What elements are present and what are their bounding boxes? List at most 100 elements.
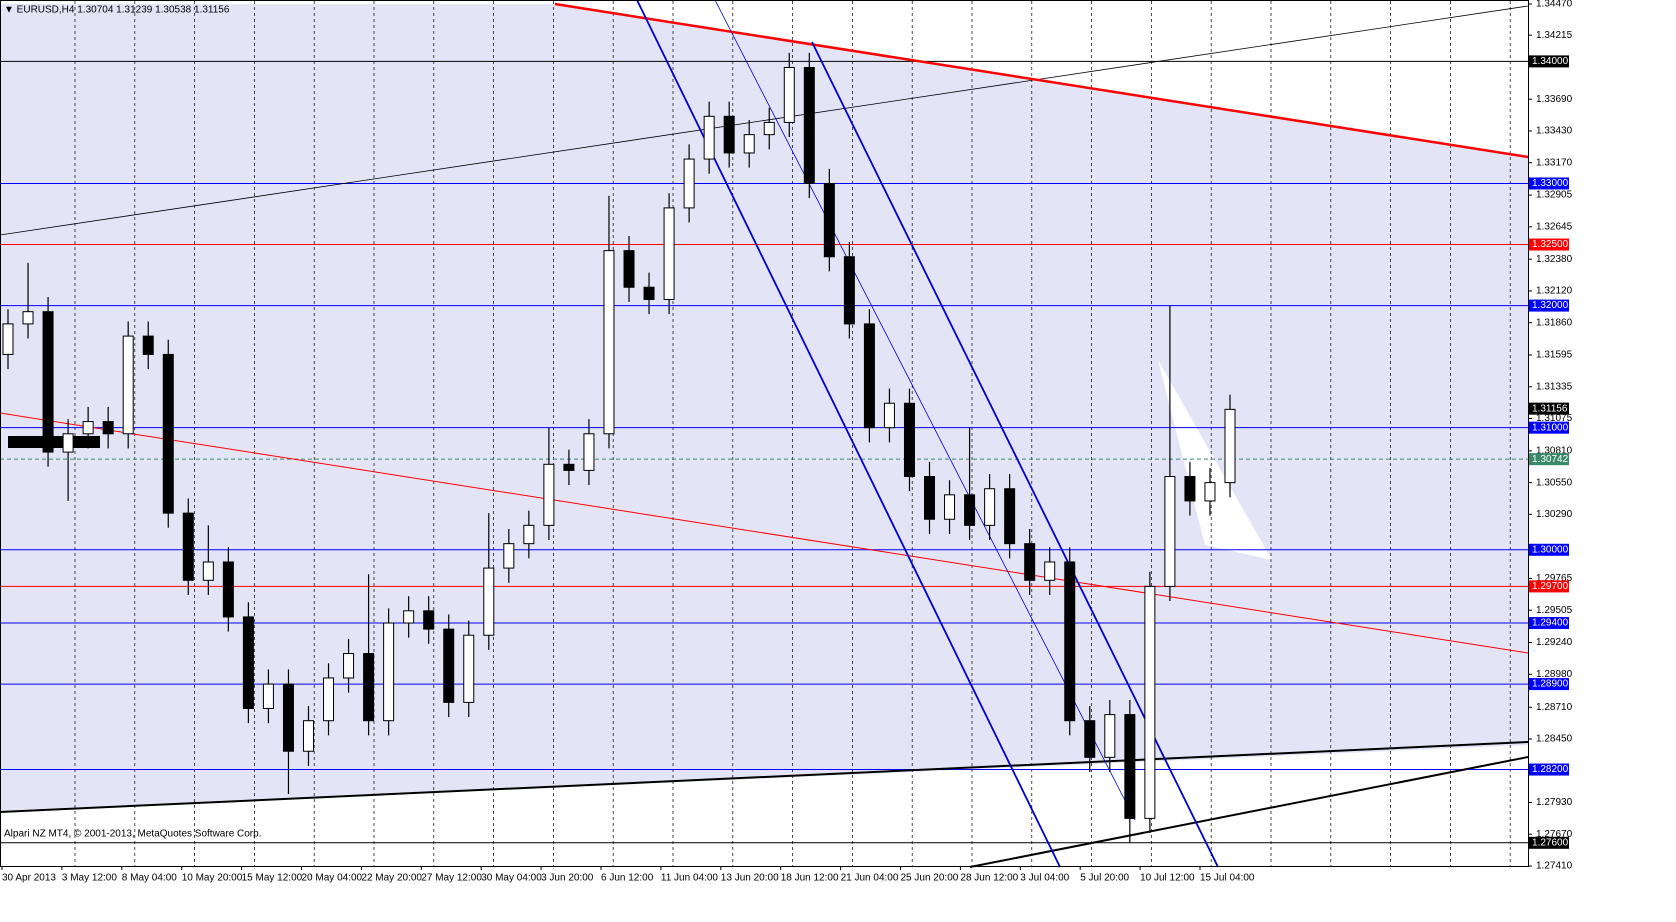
footer: Alpari NZ MT4, © 2001-2013, MetaQuotes S… <box>4 829 261 840</box>
candle-body <box>443 628 455 703</box>
level-tag <box>1529 421 1569 434</box>
x-tick-label: 3 May 12:00 <box>62 873 117 884</box>
x-tick-label: 10 Jul 12:00 <box>1140 873 1195 884</box>
level-tag <box>1529 453 1569 466</box>
candle-body <box>603 250 615 435</box>
candle-body <box>363 653 375 722</box>
candle-body <box>122 335 134 435</box>
y-tick-label: 1.28980 <box>1536 669 1573 680</box>
candle-body <box>62 433 74 453</box>
y-tick-label: 1.34470 <box>1536 0 1573 10</box>
candle-body <box>1164 476 1176 587</box>
candle-body <box>142 335 154 355</box>
candle-body <box>242 616 254 709</box>
price-label: 1.31156 <box>1532 403 1568 414</box>
candle-body <box>343 653 355 679</box>
level-label: 1.29400 <box>1532 618 1569 629</box>
candle-body <box>2 323 14 355</box>
y-tick-label: 1.28450 <box>1536 734 1573 745</box>
candle-body <box>1064 561 1076 722</box>
x-tick-label: 30 May 04:00 <box>481 873 542 884</box>
x-tick-label: 25 Jun 20:00 <box>901 873 959 884</box>
candles <box>2 52 1236 843</box>
level-label: 1.32000 <box>1532 300 1569 311</box>
level-tag <box>1529 836 1569 849</box>
candle-body <box>583 433 595 471</box>
candle-body <box>222 561 234 618</box>
trendline <box>554 2 1529 159</box>
candle-body <box>202 561 214 581</box>
x-tick-label: 10 May 20:00 <box>182 873 243 884</box>
candle-body <box>643 286 655 300</box>
candle-body <box>102 421 114 435</box>
y-tick-label: 1.33690 <box>1536 94 1573 105</box>
candle-body <box>383 622 395 722</box>
x-tick-label: 18 Jun 12:00 <box>781 873 839 884</box>
candle-body <box>463 634 475 703</box>
candle-body <box>82 421 94 435</box>
candle-body <box>823 182 835 258</box>
level-label: 1.29700 <box>1532 581 1569 592</box>
candle-body <box>1144 585 1156 819</box>
x-tick-label: 13 Jun 20:00 <box>721 873 779 884</box>
level-tag <box>1529 763 1569 776</box>
y-tick-label: 1.32905 <box>1536 190 1573 201</box>
candle-body <box>1024 543 1036 581</box>
marker-block <box>8 436 100 448</box>
x-tick-label: 28 Jun 12:00 <box>960 873 1018 884</box>
candle-body <box>663 207 675 300</box>
y-tick-label: 1.31075 <box>1536 413 1573 424</box>
candle-body <box>803 66 815 184</box>
level-label: 1.30000 <box>1532 544 1569 555</box>
level-tag <box>1529 177 1569 190</box>
x-tick-label: 15 Jul 04:00 <box>1200 873 1255 884</box>
level-label: 1.34000 <box>1532 56 1569 67</box>
chart-title: ▼ EURUSD,H4 1.30704 1.31239 1.30538 1.31… <box>4 5 230 16</box>
candle-body <box>863 323 875 429</box>
candle-body <box>1224 408 1236 484</box>
price-tag <box>1529 402 1569 415</box>
y-tick-label: 1.31335 <box>1536 381 1573 392</box>
x-tick-label: 3 Jul 04:00 <box>1020 873 1069 884</box>
levels <box>0 60 1528 844</box>
y-tick-label: 1.27670 <box>1536 829 1573 840</box>
x-tick-label: 3 Jun 20:00 <box>541 873 594 884</box>
candle-body <box>162 353 174 514</box>
y-tick-label: 1.32380 <box>1536 254 1573 265</box>
candle-body <box>1004 488 1016 545</box>
level-tag <box>1529 55 1569 68</box>
candle-body <box>984 488 996 526</box>
x-tick-label: 8 May 04:00 <box>122 873 177 884</box>
candle-body <box>483 567 495 636</box>
level-tag <box>1529 238 1569 251</box>
trendline <box>0 5 1529 236</box>
y-tick-label: 1.32120 <box>1536 286 1573 297</box>
y-tick-label: 1.29505 <box>1536 605 1573 616</box>
level-label: 1.28900 <box>1532 679 1569 690</box>
candle-body <box>403 610 415 624</box>
x-tick-label: 21 Jun 04:00 <box>841 873 899 884</box>
y-tick-label: 1.32645 <box>1536 221 1573 232</box>
level-tag <box>1529 543 1569 556</box>
y-tick-label: 1.30810 <box>1536 446 1573 457</box>
level-label: 1.27600 <box>1532 837 1569 848</box>
x-tick-label: 22 May 20:00 <box>361 873 422 884</box>
y-tick-label: 1.34215 <box>1536 30 1573 41</box>
x-tick-label: 20 May 04:00 <box>302 873 363 884</box>
candle-body <box>1084 720 1096 758</box>
y-tick-label: 1.27930 <box>1536 797 1573 808</box>
level-label: 1.31000 <box>1532 422 1569 433</box>
level-tag <box>1529 678 1569 691</box>
trendline <box>0 412 1529 654</box>
candle-body <box>262 683 274 709</box>
candle-body <box>723 115 735 154</box>
y-tick-label: 1.30290 <box>1536 509 1573 520</box>
candle-body <box>302 720 314 752</box>
candle-body <box>423 610 435 630</box>
level-label: 1.28200 <box>1532 764 1569 775</box>
y-tick-label: 1.29240 <box>1536 637 1573 648</box>
candle-body <box>42 311 54 453</box>
candle-body <box>323 677 335 722</box>
candle-body <box>182 512 194 581</box>
candle-body <box>1104 714 1116 758</box>
